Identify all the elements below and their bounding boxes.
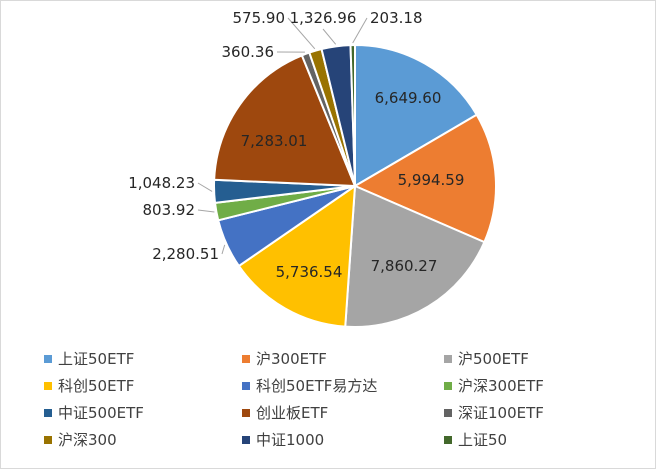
pie-slice	[349, 43, 356, 187]
data-label: 5,994.59	[398, 171, 465, 189]
legend-swatch	[242, 408, 250, 417]
pie-slice	[354, 43, 479, 188]
legend-item: 上证50ETF	[44, 346, 242, 371]
data-label: 7,860.27	[371, 257, 438, 275]
legend-item: 沪300ETF	[242, 346, 444, 371]
leader-line	[352, 17, 368, 44]
legend-swatch	[242, 381, 250, 390]
legend-swatch	[444, 435, 452, 444]
legend-label: 深证100ETF	[458, 404, 544, 422]
pie-slice	[352, 113, 497, 244]
legend-swatch	[444, 381, 452, 390]
legend-label: 沪500ETF	[458, 350, 529, 368]
data-label: 6,649.60	[375, 89, 442, 107]
legend-label: 中证500ETF	[58, 404, 144, 422]
data-label: 2,280.51	[152, 245, 219, 263]
legend-item: 沪深300ETF	[444, 373, 634, 398]
legend-label: 创业板ETF	[256, 404, 329, 422]
legend: 上证50ETF 沪300ETF 沪500ETF 科创50ETF 科创50ETF易方达 沪深…	[44, 346, 634, 452]
legend-item: 深证100ETF	[444, 400, 634, 425]
data-label: 7,283.01	[241, 132, 308, 150]
legend-swatch	[44, 354, 52, 363]
legend-label: 上证50	[458, 431, 508, 449]
legend-item: 上证50	[444, 427, 634, 452]
leader-line	[322, 28, 337, 45]
legend-item: 创业板ETF	[242, 400, 444, 425]
legend-swatch	[242, 435, 250, 444]
pie-slice	[237, 183, 357, 328]
legend-swatch	[444, 354, 452, 363]
legend-label: 科创50ETF易方达	[256, 377, 378, 395]
legend-swatch	[44, 408, 52, 417]
pie-slice	[213, 54, 357, 188]
legend-label: 沪300ETF	[256, 350, 327, 368]
legend-swatch	[444, 408, 452, 417]
legend-label: 中证1000	[256, 431, 325, 449]
data-label: 575.90	[233, 9, 286, 27]
leader-line	[197, 182, 213, 192]
data-label: 203.18	[370, 9, 423, 27]
legend-label: 上证50ETF	[58, 350, 135, 368]
legend-item: 中证1000	[242, 427, 444, 452]
legend-swatch	[44, 381, 52, 390]
data-label: 1,048.23	[128, 174, 195, 192]
pie-slice	[344, 184, 486, 328]
leader-line	[287, 17, 316, 50]
legend-item: 沪深300	[44, 427, 242, 452]
legend-item: 沪500ETF	[444, 346, 634, 371]
leader-line	[221, 244, 226, 255]
leader-line	[197, 209, 215, 213]
data-label: 5,736.54	[276, 263, 343, 281]
legend-swatch	[242, 354, 250, 363]
legend-item: 科创50ETF易方达	[242, 373, 444, 398]
data-label: 360.36	[222, 43, 275, 61]
legend-item: 科创50ETF	[44, 373, 242, 398]
legend-label: 科创50ETF	[58, 377, 135, 395]
legend-label: 沪深300	[58, 431, 117, 449]
legend-item: 中证500ETF	[44, 400, 242, 425]
legend-swatch	[44, 435, 52, 444]
data-label: 1,326.96	[290, 9, 357, 27]
legend-label: 沪深300ETF	[458, 377, 544, 395]
data-label: 803.92	[143, 201, 196, 219]
